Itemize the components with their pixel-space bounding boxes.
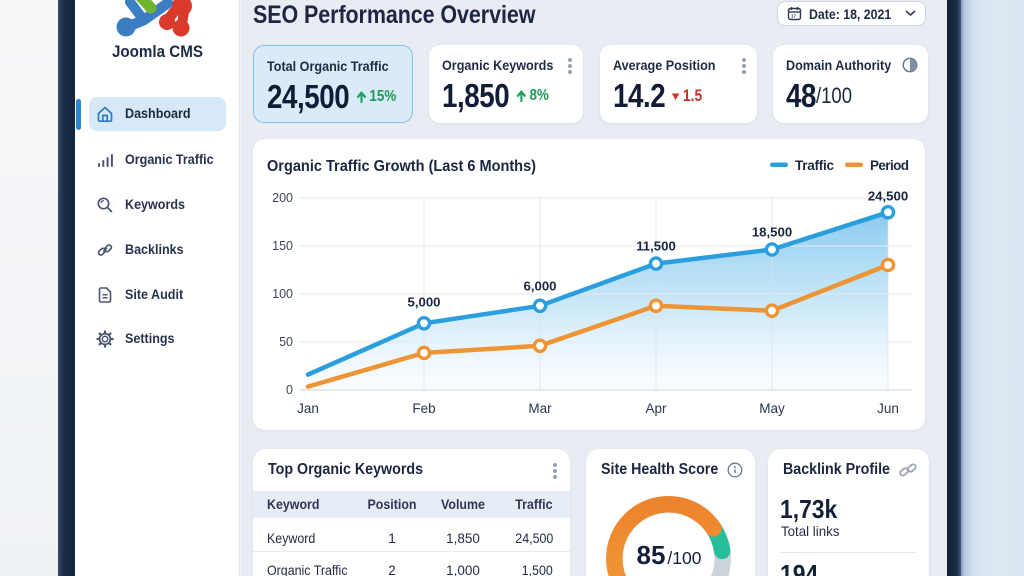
svg-text:Traffic: Traffic (795, 158, 834, 173)
svg-text:24,500: 24,500 (868, 189, 908, 204)
svg-text:Jun: Jun (877, 401, 899, 416)
svg-text:Feb: Feb (412, 401, 435, 416)
svg-text:Period: Period (870, 158, 909, 173)
svg-text:Organic Traffic Growth (Last 6: Organic Traffic Growth (Last 6 Months) (267, 158, 536, 175)
svg-text:17: 17 (791, 14, 797, 19)
svg-text:Jan: Jan (297, 401, 319, 416)
svg-text:100: 100 (272, 287, 293, 301)
svg-text:6,000: 6,000 (523, 279, 556, 294)
svg-text:50: 50 (279, 335, 293, 349)
svg-text:11,500: 11,500 (636, 239, 676, 254)
svg-text:0: 0 (286, 383, 293, 397)
svg-text:Mar: Mar (528, 401, 552, 416)
svg-text:18,500: 18,500 (752, 225, 792, 240)
svg-text:May: May (759, 401, 785, 416)
svg-text:Apr: Apr (645, 401, 667, 416)
svg-text:200: 200 (272, 191, 293, 205)
svg-text:5,000: 5,000 (407, 295, 440, 310)
svg-text:150: 150 (272, 239, 293, 253)
